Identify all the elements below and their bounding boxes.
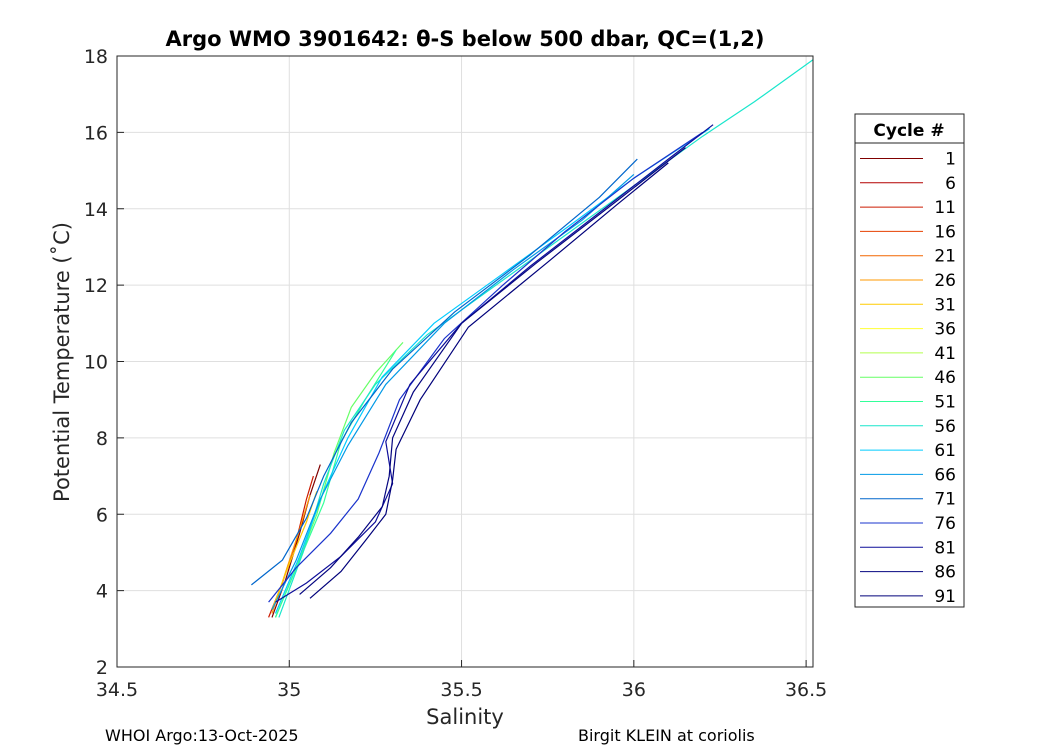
x-axis-label: Salinity: [426, 705, 504, 729]
y-tick-label: 8: [96, 428, 108, 450]
axis-ticks: 34.5 35 35.5 36 36.5 2 4 6 8 10 12 14 16 18: [84, 46, 827, 701]
legend-label: 6: [945, 174, 956, 194]
x-tick-label: 35.5: [440, 679, 482, 701]
profile-line-11: [268, 131, 704, 603]
legend-label: 46: [934, 368, 956, 388]
profile-line-10: [251, 158, 638, 586]
y-tick-label: 18: [84, 46, 108, 68]
x-tick-label: 34.5: [96, 679, 138, 701]
legend-label: 56: [934, 417, 956, 437]
profile-line-12: [275, 124, 714, 603]
legend-label: 26: [934, 271, 956, 291]
chart-title: Argo WMO 3901642: θ-S below 500 dbar, QC…: [166, 27, 765, 51]
legend-label: 76: [934, 514, 956, 534]
footer-left-credit: WHOI Argo:13-Oct-2025: [105, 726, 299, 745]
legend-label: 61: [934, 441, 956, 461]
y-tick-label: 10: [84, 352, 108, 374]
legend-label: 66: [934, 465, 956, 485]
legend-label: 11: [934, 198, 956, 218]
legend-label: 1: [945, 150, 956, 170]
legend-label: 31: [934, 295, 956, 315]
y-tick-label: 6: [96, 504, 108, 526]
x-tick-label: 36: [622, 679, 646, 701]
legend: Cycle # 16111621263136414651566166717681…: [854, 113, 965, 608]
y-tick-label: 2: [96, 657, 108, 679]
legend-label: 36: [934, 320, 956, 340]
y-tick-label: 12: [84, 275, 108, 297]
legend-label: 71: [934, 490, 956, 510]
legend-label: 51: [934, 393, 956, 413]
footer-right-credit: Birgit KLEIN at coriolis: [578, 726, 755, 745]
legend-label: 16: [934, 222, 956, 242]
legend-label: 91: [934, 587, 956, 607]
y-tick-label: 16: [84, 122, 108, 144]
legend-label: 21: [934, 247, 956, 267]
y-tick-label: 14: [84, 199, 108, 221]
x-tick-label: 36.5: [785, 679, 827, 701]
y-axis-label: Potential Temperature (˚C): [50, 222, 74, 502]
legend-title: Cycle #: [873, 121, 944, 141]
y-tick-label: 4: [96, 581, 108, 603]
legend-box: [854, 113, 965, 608]
plot-area: [251, 59, 813, 618]
legend-label: 81: [934, 538, 956, 558]
legend-label: 41: [934, 344, 956, 364]
profile-line-14: [309, 162, 669, 599]
x-tick-label: 35: [277, 679, 301, 701]
profile-line-13: [299, 147, 686, 595]
legend-label: 86: [934, 563, 956, 583]
